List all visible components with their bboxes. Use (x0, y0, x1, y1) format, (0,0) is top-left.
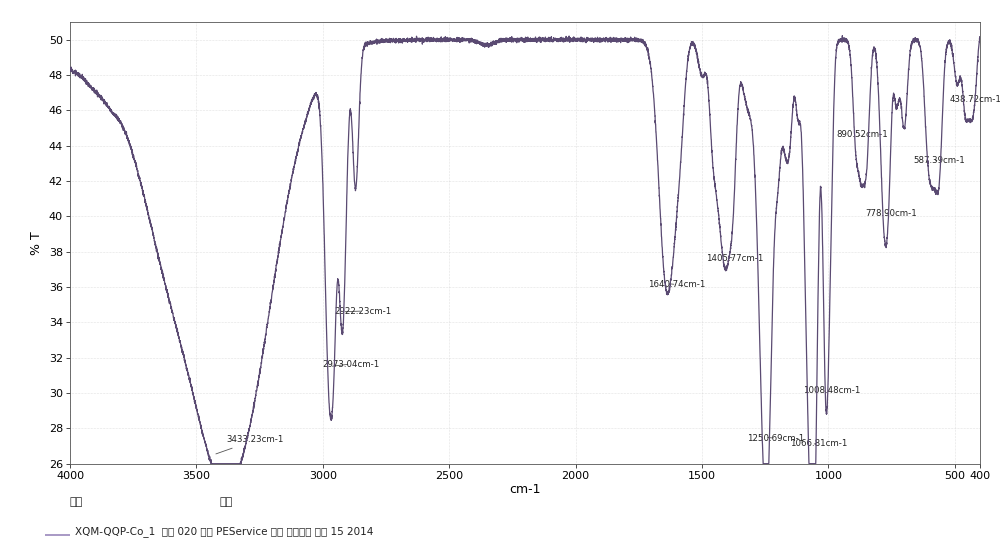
Text: 2922.23cm-1: 2922.23cm-1 (335, 306, 392, 316)
Text: 说明: 说明 (220, 497, 233, 507)
Y-axis label: % T: % T (30, 231, 43, 255)
Text: XQM-QQP-Co_1  样品 020 用户 PEService 日期 星期一， 九月 15 2014: XQM-QQP-Co_1 样品 020 用户 PEService 日期 星期一，… (75, 527, 373, 537)
Text: 1066.81cm-1: 1066.81cm-1 (790, 439, 847, 448)
Text: 1008.48cm-1: 1008.48cm-1 (803, 386, 861, 395)
Text: 438.72cm-1: 438.72cm-1 (950, 94, 1000, 104)
Text: 587.39cm-1: 587.39cm-1 (914, 156, 965, 166)
Text: 1405.77cm-1: 1405.77cm-1 (706, 253, 763, 263)
Text: 890.52cm-1: 890.52cm-1 (837, 130, 888, 139)
Text: 778.90cm-1: 778.90cm-1 (866, 209, 917, 219)
Text: 2973.04cm-1: 2973.04cm-1 (322, 359, 379, 369)
Text: 1250.69cm-1: 1250.69cm-1 (747, 434, 804, 443)
Text: 名称: 名称 (70, 497, 83, 507)
Text: 3433.23cm-1: 3433.23cm-1 (216, 436, 284, 454)
Text: 1640.74cm-1: 1640.74cm-1 (648, 280, 705, 289)
X-axis label: cm-1: cm-1 (509, 484, 541, 496)
